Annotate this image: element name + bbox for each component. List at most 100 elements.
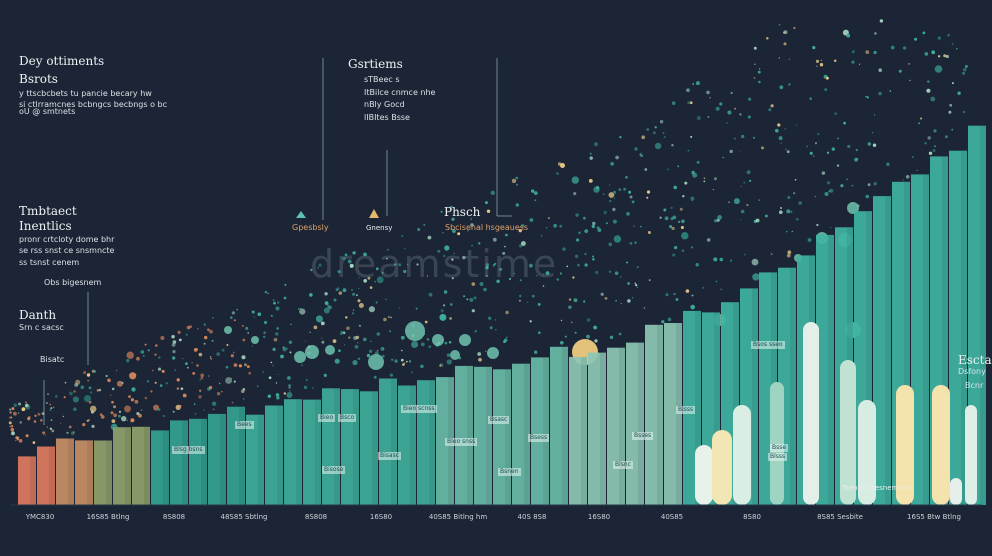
dot bbox=[178, 338, 182, 342]
dot bbox=[401, 235, 404, 237]
dot bbox=[788, 83, 791, 86]
dot bbox=[543, 273, 545, 275]
label: 16S80 bbox=[587, 513, 611, 521]
label: Blsnc bbox=[613, 461, 634, 469]
bar-shade bbox=[543, 357, 549, 505]
bubble bbox=[432, 334, 444, 346]
dot bbox=[277, 373, 279, 376]
dot bbox=[662, 132, 665, 135]
dot bbox=[626, 261, 629, 264]
dot bbox=[19, 421, 23, 424]
dot bbox=[9, 408, 12, 411]
dot bbox=[91, 424, 95, 428]
label: ss tsnst cenem bbox=[19, 258, 80, 267]
bar bbox=[75, 440, 93, 505]
dot bbox=[448, 341, 452, 344]
dot bbox=[560, 341, 564, 345]
dot bbox=[42, 431, 46, 435]
dot bbox=[144, 343, 147, 346]
dot bbox=[287, 376, 291, 380]
dot bbox=[207, 328, 210, 332]
marker-icon bbox=[296, 211, 306, 218]
dot bbox=[471, 282, 476, 286]
dot bbox=[27, 417, 31, 421]
dot bbox=[198, 352, 203, 357]
dot bbox=[751, 258, 759, 266]
dot bbox=[687, 88, 691, 91]
dot bbox=[33, 420, 37, 423]
label: 16S85 Btlng bbox=[86, 513, 130, 521]
dot bbox=[478, 357, 482, 362]
dot bbox=[684, 181, 688, 185]
bar-shade bbox=[676, 323, 682, 505]
dot bbox=[521, 241, 526, 246]
dot bbox=[161, 370, 164, 372]
dot bbox=[111, 419, 116, 423]
dot bbox=[256, 385, 259, 388]
bar-front bbox=[858, 400, 876, 505]
dot bbox=[286, 392, 293, 398]
dot bbox=[154, 353, 157, 356]
dot bbox=[796, 124, 798, 126]
dot bbox=[791, 230, 793, 233]
dot bbox=[948, 110, 952, 114]
dot bbox=[267, 394, 271, 398]
dot bbox=[370, 340, 372, 342]
dot bbox=[138, 413, 142, 418]
dot bbox=[720, 288, 722, 291]
dot bbox=[118, 410, 122, 413]
dot bbox=[304, 340, 306, 342]
dot bbox=[851, 60, 855, 64]
dot bbox=[674, 246, 678, 250]
dot bbox=[726, 122, 728, 124]
dot bbox=[10, 416, 13, 419]
dot bbox=[618, 188, 622, 192]
dot bbox=[262, 371, 265, 373]
bar-front bbox=[733, 405, 751, 505]
dot bbox=[663, 136, 666, 139]
dot bbox=[111, 400, 114, 404]
dot bbox=[264, 290, 268, 294]
label: oU @ smtnets bbox=[19, 107, 76, 116]
dot bbox=[703, 177, 706, 180]
dot bbox=[374, 280, 376, 283]
dot bbox=[485, 263, 490, 267]
dot bbox=[739, 151, 741, 153]
dot bbox=[298, 308, 300, 310]
dot bbox=[110, 394, 112, 396]
dot bbox=[873, 114, 876, 116]
dot bbox=[16, 438, 19, 441]
dot bbox=[715, 106, 720, 111]
dot bbox=[310, 268, 313, 272]
dot bbox=[681, 232, 689, 240]
dot bbox=[568, 305, 572, 309]
dot bbox=[640, 154, 644, 158]
dot bbox=[608, 242, 613, 247]
dot bbox=[670, 217, 674, 221]
dot bbox=[406, 263, 409, 266]
dot bbox=[186, 325, 191, 330]
dot bbox=[677, 165, 680, 168]
dot bbox=[768, 108, 772, 112]
dot bbox=[840, 184, 844, 188]
dot bbox=[821, 171, 826, 175]
dot bbox=[641, 135, 646, 140]
dot bbox=[502, 251, 506, 255]
dot bbox=[613, 190, 617, 194]
dot bbox=[664, 216, 669, 221]
dot bbox=[80, 385, 85, 390]
dot bbox=[242, 388, 246, 391]
dot bbox=[275, 306, 280, 311]
bubble bbox=[487, 347, 499, 359]
dot bbox=[230, 354, 234, 358]
dot bbox=[107, 378, 111, 383]
bar-shade bbox=[429, 380, 435, 505]
dot bbox=[467, 230, 469, 232]
dot bbox=[927, 136, 931, 140]
dot bbox=[403, 362, 406, 364]
dot bbox=[136, 412, 140, 416]
dot bbox=[267, 292, 269, 295]
dot bbox=[210, 357, 212, 360]
dot bbox=[420, 364, 424, 369]
dot bbox=[192, 372, 196, 375]
